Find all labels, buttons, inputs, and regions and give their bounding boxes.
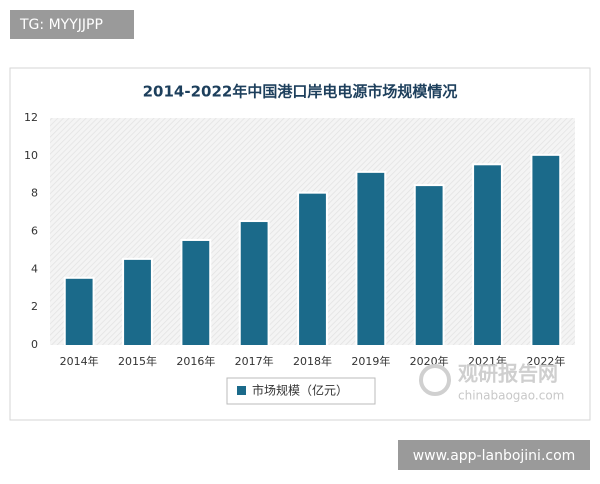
bar bbox=[415, 186, 443, 345]
y-tick-label: 10 bbox=[24, 149, 38, 162]
bottom-badge: www.app-lanbojini.com bbox=[413, 448, 576, 464]
x-tick-label: 2018年 bbox=[293, 354, 332, 368]
bar bbox=[299, 193, 326, 345]
bar bbox=[65, 278, 93, 345]
legend-label: 市场规模（亿元） bbox=[252, 383, 348, 398]
watermark: 观研报告网 chinabaogao.com bbox=[419, 362, 564, 403]
bar bbox=[474, 165, 501, 345]
watermark-name: 观研报告网 bbox=[458, 362, 558, 386]
y-tick-label: 4 bbox=[31, 262, 38, 275]
y-tick-label: 2 bbox=[31, 300, 38, 313]
y-tick-label: 12 bbox=[24, 111, 38, 124]
watermark-site: chinabaogao.com bbox=[458, 389, 564, 403]
bar bbox=[240, 222, 268, 345]
y-tick-label: 6 bbox=[31, 225, 38, 238]
x-tick-label: 2022年 bbox=[526, 354, 565, 368]
watermark-icon bbox=[419, 364, 451, 396]
bottom-badge-bg bbox=[398, 440, 590, 470]
legend-swatch bbox=[237, 386, 246, 395]
legend bbox=[226, 377, 376, 405]
x-tick-label: 2016年 bbox=[176, 354, 215, 368]
bar bbox=[357, 172, 385, 345]
top-badge-bg bbox=[10, 10, 134, 39]
chart-title: 2014-2022年中国港口岸电电源市场规模情况 bbox=[143, 83, 458, 101]
bar bbox=[532, 155, 560, 345]
top-badge: TG: MYYJJPP bbox=[19, 17, 103, 33]
bar bbox=[124, 259, 151, 345]
x-tick-label: 2017年 bbox=[235, 354, 274, 368]
bar bbox=[182, 240, 210, 345]
x-tick-label: 2015年 bbox=[118, 354, 157, 368]
x-tick-label: 2014年 bbox=[60, 354, 99, 368]
y-tick-label: 0 bbox=[31, 338, 38, 351]
x-tick-label: 2021年 bbox=[468, 354, 507, 368]
x-tick-label: 2019年 bbox=[351, 354, 390, 368]
y-tick-label: 8 bbox=[31, 187, 38, 200]
